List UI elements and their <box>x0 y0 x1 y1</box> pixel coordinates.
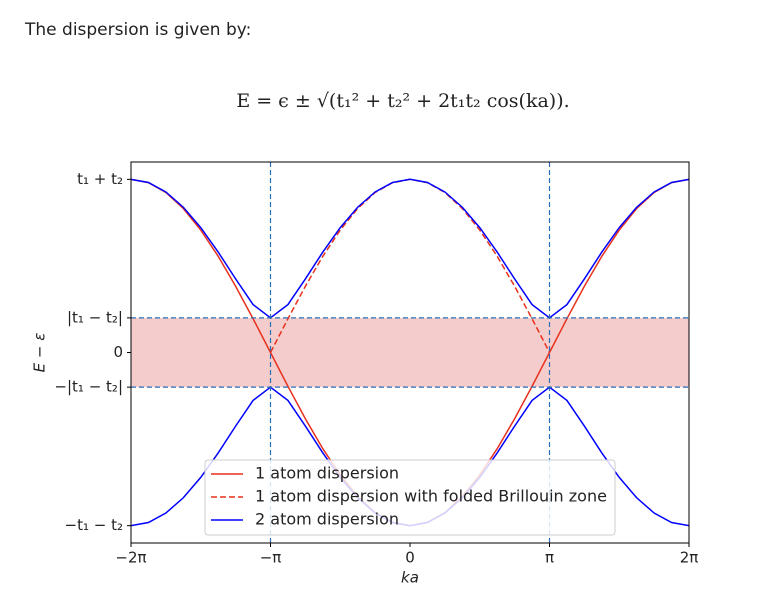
x-tick-label: π <box>545 549 554 567</box>
y-tick-label: 0 <box>113 343 123 361</box>
legend-box <box>204 459 616 536</box>
y-tick-label: t₁ + t₂ <box>77 170 123 188</box>
intro-text: The dispersion is given by: <box>24 20 251 40</box>
legend-label: 2 atom dispersion <box>255 510 399 529</box>
x-tick-label: −π <box>260 549 282 567</box>
plot-area <box>131 162 689 543</box>
x-tick-label: −2π <box>115 549 146 567</box>
gap-band <box>131 317 689 388</box>
x-tick-label: 2π <box>680 549 699 567</box>
y-axis-label: E − ε <box>31 333 49 373</box>
x-axis-label: ka <box>401 569 419 587</box>
y-tick-label: |t₁ − t₂| <box>67 308 123 326</box>
legend-label: 1 atom dispersion <box>255 464 399 483</box>
legend-label: 1 atom dispersion with folded Brillouin … <box>255 487 607 506</box>
x-tick-label: 0 <box>405 549 415 567</box>
y-tick-label: −|t₁ − t₂| <box>54 378 123 396</box>
y-tick-label: −t₁ − t₂ <box>65 516 123 534</box>
equation: E = ϵ ± √(t₁² + t₂² + 2t₁t₂ cos(ka)). <box>236 90 569 112</box>
series-line <box>131 178 689 319</box>
